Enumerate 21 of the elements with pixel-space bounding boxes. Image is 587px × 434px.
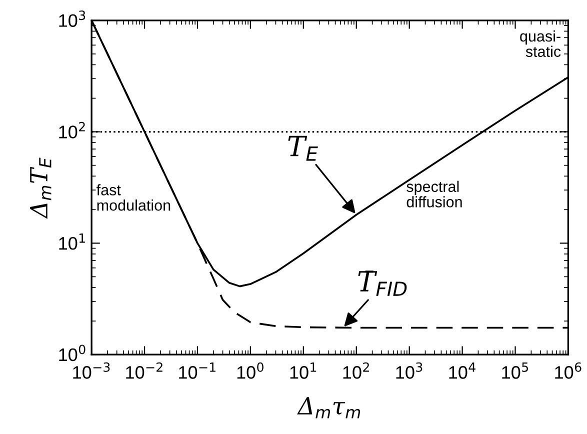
x-tick-label: 10$^{−2}$ (126, 362, 162, 379)
x-tick-label: 10$^{4}$ (449, 362, 476, 379)
x-tick-label: 10$^{6}$ (555, 362, 582, 379)
x-tick-label: 10$^{0}$ (237, 362, 264, 379)
y-tick-label: 10$^{2}$ (59, 122, 85, 138)
x-tick-label: 10$^{−1}$ (179, 362, 216, 379)
y-tick-label: 10$^{0}$ (59, 344, 86, 362)
y-tick-label: 10$^{3}$ (59, 10, 86, 27)
annotation: T̄$_{FID}$ (358, 270, 407, 296)
x-tick-label: 10$^{3}$ (396, 362, 422, 379)
annotation: T$_{E}$ (288, 136, 318, 161)
y-tick-label: 10$^{1}$ (59, 233, 85, 250)
annotation: spectral diffusion (406, 180, 462, 208)
x-tick-label: 10$^{1}$ (290, 362, 316, 379)
x-tick-label: 10$^{5}$ (502, 362, 528, 379)
x-tick-label: 10$^{2}$ (343, 362, 369, 379)
x-axis-title: Δ$_{m}$τ$_{m}$ (297, 397, 360, 418)
y-axis-title: Δ$_{m}$T$_{E}$ (30, 158, 52, 219)
annotation: quasi- static (520, 30, 561, 57)
x-tick-label: 10$^{−3}$ (73, 362, 110, 379)
annotation: fast modulation (96, 184, 170, 211)
